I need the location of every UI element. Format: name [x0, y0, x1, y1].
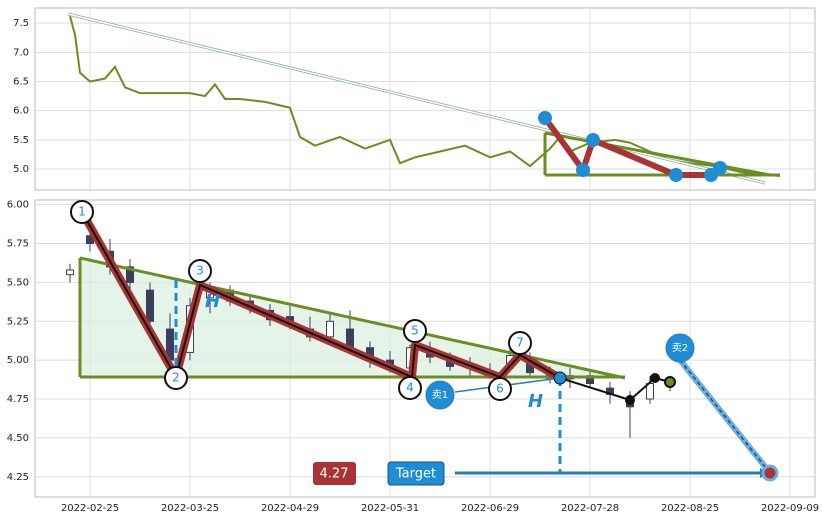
point-label: 5: [411, 324, 419, 338]
breakout-dot: [625, 395, 635, 405]
bottom-frame: [34, 199, 816, 498]
x-tick-label: 2022-03-25: [161, 503, 219, 514]
breakout-line: [559, 376, 671, 402]
point-label: 1: [78, 205, 86, 219]
breakout-dot: [664, 376, 676, 388]
target-dot: [761, 464, 779, 482]
height-label: H: [528, 391, 543, 412]
top-frame: [34, 7, 816, 191]
point-badge: [403, 319, 427, 343]
y-tick-label: 5.00: [7, 355, 29, 366]
y-tick-label: 4.75: [7, 394, 29, 405]
point-label: 2: [172, 371, 180, 385]
sell1-dot: [553, 371, 567, 385]
target-value: 4.27: [320, 467, 349, 482]
candle-body: [146, 289, 154, 322]
x-tick-label: 2022-04-29: [261, 503, 319, 514]
point-label: 6: [496, 382, 504, 396]
triangle-top: [79, 256, 626, 380]
y-tick-label: 5.75: [7, 239, 29, 250]
y-tick-label: 6.00: [7, 200, 29, 211]
candle-body: [66, 269, 74, 276]
y-tick-label: 4.25: [7, 472, 29, 483]
y-tick-label: 7.0: [13, 47, 29, 58]
target-label: Target: [395, 467, 436, 482]
point-badge: [164, 366, 188, 390]
y-tick-label: 7.5: [13, 18, 29, 29]
point-badge: [488, 377, 512, 401]
y-tick-label: 6.0: [13, 106, 29, 117]
point-badge: [70, 200, 94, 224]
y-tick-label: 5.50: [7, 277, 29, 288]
point-label: 4: [406, 381, 414, 395]
sell2-label: 卖2: [672, 342, 688, 354]
price-line: [69, 15, 781, 177]
x-tick-label: 2022-07-28: [561, 503, 619, 514]
trend-arrow-inner: [67, 13, 766, 184]
point-label: 7: [516, 336, 524, 350]
pattern-line-inner: [81, 211, 561, 380]
candle-body: [326, 320, 334, 338]
height-label: H: [205, 291, 220, 312]
breakout-dot: [650, 373, 660, 383]
y-tick-label: 5.5: [13, 135, 29, 146]
point-badge: [508, 331, 532, 355]
top-pattern-dots: [538, 111, 727, 182]
target-value-box: [313, 462, 356, 485]
x-tick-label: 2022-06-29: [461, 503, 519, 514]
y-tick-label: 4.50: [7, 433, 29, 444]
x-tick-label: 2022-05-31: [361, 503, 419, 514]
sell2-badge: [665, 333, 695, 363]
sell1-badge: [425, 380, 455, 410]
x-tick-label: 2022-08-25: [661, 503, 719, 514]
sell-line-inner: [679, 359, 771, 474]
candle-body: [126, 266, 134, 283]
point-label: 3: [196, 264, 204, 278]
y-tick-label: 6.5: [13, 77, 29, 88]
x-tick-label: 2022-02-25: [61, 503, 119, 514]
y-tick-label: 5.0: [13, 164, 29, 175]
y-tick-label: 5.25: [7, 316, 29, 327]
point-badge: [188, 259, 212, 283]
x-tick-label: 2022-09-09: [761, 503, 819, 514]
top-triangle: [544, 131, 771, 177]
target-box: [387, 461, 445, 486]
sell1-label: 卖1: [432, 389, 448, 401]
point-badge: [398, 376, 422, 400]
